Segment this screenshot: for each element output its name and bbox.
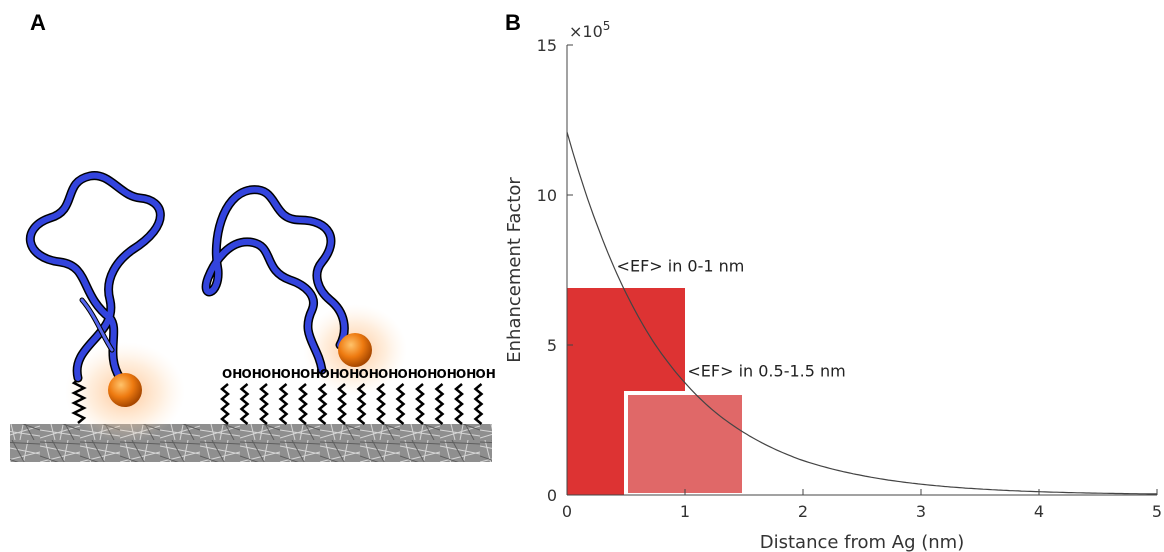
hydroxyl-label: OH [320, 367, 340, 381]
x-axis-title: Distance from Ag (nm) [760, 532, 965, 552]
alkyl-chain [220, 383, 230, 425]
hydroxyl-label: OH [222, 367, 242, 381]
alkyl-chain [434, 383, 445, 425]
hydroxyl-label: OH [437, 367, 457, 381]
alkyl-chain [298, 383, 308, 425]
alkyl-chain [454, 383, 464, 425]
hydroxyl-label: OH [300, 367, 320, 381]
y-axis-title: Enhancement Factor [504, 177, 525, 363]
alkyl-chain [337, 383, 347, 425]
y-tick-label: 10 [537, 186, 557, 205]
alkyl-chain [415, 383, 425, 425]
enhancement-factor-chart: 0 1 2 3 4 5 0 5 10 15 <EF> in 0-1 nm <EF> in 0.5-… [504, 19, 1162, 552]
ef-bar-label-0-1nm: <EF> in 0-1 nm [617, 257, 745, 276]
hydroxyl-label: OH [378, 367, 398, 381]
alkyl-chain [395, 383, 406, 425]
alkyl-chain [239, 383, 250, 425]
average-ef-bars [567, 288, 746, 497]
y-tick-label: 5 [547, 336, 557, 355]
hydroxyl-label: OH [456, 367, 476, 381]
hydroxyl-label: OH [398, 367, 418, 381]
hydroxyl-label: OH [417, 367, 437, 381]
y-tick-label: 15 [537, 36, 557, 55]
x-tick-label: 4 [1034, 502, 1044, 521]
x-tick-label: 5 [1152, 502, 1162, 521]
alkyl-chain [259, 383, 269, 425]
alkyl-chain [356, 383, 367, 425]
y-axis-multiplier: ×105 [569, 19, 610, 41]
bar-annotations: <EF> in 0-1 nm <EF> in 0.5-1.5 nm [617, 257, 846, 381]
hydroxyl-label: OH [281, 367, 301, 381]
dna-hairpin-left [25, 171, 165, 383]
linker-chain-left [71, 377, 87, 424]
hydroxyl-label: OH [242, 367, 262, 381]
ef-bar-label-0.5-1.5nm: <EF> in 0.5-1.5 nm [687, 362, 845, 381]
hydroxyl-label: OH [261, 367, 281, 381]
y-axis-ticks: 0 5 10 15 [537, 36, 573, 505]
self-assembled-monolayer [220, 383, 484, 425]
x-tick-label: 1 [680, 502, 690, 521]
alkyl-chain [278, 383, 289, 425]
panel-a-label: A [30, 10, 46, 35]
fluorophore-right [338, 333, 372, 367]
silver-substrate [10, 424, 492, 462]
panel-b-label: B [505, 10, 521, 35]
alkyl-chain [376, 383, 386, 425]
alkyl-chain [317, 383, 328, 425]
fluorophore-left [108, 373, 142, 407]
y-tick-label: 0 [547, 486, 557, 505]
hydroxyl-label: OH [339, 367, 359, 381]
x-tick-label: 2 [798, 502, 808, 521]
ef-bar-0.5-1.5nm [624, 391, 746, 497]
alkyl-chain [473, 383, 484, 425]
hydroxyl-label: OH [476, 367, 496, 381]
x-axis-ticks: 0 1 2 3 4 5 [562, 489, 1162, 521]
schematic-panel: OH OH OH OH OH OH OH OH OH OH OH OH OH OH [10, 171, 496, 462]
hydroxyl-terminal-row: OH OH OH OH OH OH OH OH OH OH OH OH OH OH [222, 367, 496, 381]
dna-hairpin-right [201, 185, 349, 375]
x-tick-label: 0 [562, 502, 572, 521]
hydroxyl-label: OH [359, 367, 379, 381]
ef-curve-series [566, 131, 1157, 495]
x-tick-label: 3 [916, 502, 926, 521]
